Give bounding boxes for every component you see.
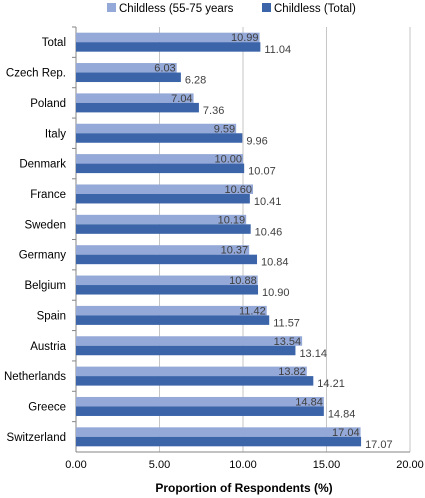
data-label-childless-total: 11.57 bbox=[273, 317, 300, 329]
legend-swatch-series-0 bbox=[107, 3, 116, 12]
bar-childless-55-75 bbox=[76, 32, 260, 43]
x-tick-label: 5.00 bbox=[149, 459, 170, 471]
data-label-childless-55-75: 13.54 bbox=[274, 336, 302, 348]
data-label-childless-55-75: 17.04 bbox=[332, 427, 360, 439]
x-tick-label: 0.00 bbox=[65, 459, 86, 471]
data-label-childless-total: 7.36 bbox=[203, 105, 224, 117]
bar-childless-total bbox=[76, 102, 199, 113]
x-tick-labels: 0.00 5.00 10.00 15.00 20.00 bbox=[65, 459, 423, 471]
bar-childless-total bbox=[76, 193, 250, 204]
bar-childless-55-75 bbox=[76, 275, 258, 286]
data-label-childless-total: 14.84 bbox=[328, 408, 356, 420]
data-label-childless-55-75: 11.42 bbox=[239, 305, 266, 317]
bar-childless-total bbox=[76, 254, 258, 265]
grid bbox=[72, 26, 411, 453]
bar-childless-total bbox=[76, 42, 261, 52]
data-label-childless-total: 10.41 bbox=[254, 196, 282, 208]
category-labels: Total Czech Rep. Poland Italy Denmark France S… bbox=[4, 37, 67, 444]
data-label-childless-total: 13.14 bbox=[299, 348, 327, 360]
data-label-childless-55-75: 10.60 bbox=[224, 184, 252, 196]
bar-childless-55-75 bbox=[76, 427, 361, 437]
bar-childless-total bbox=[76, 133, 243, 143]
data-label-childless-55-75: 10.19 bbox=[218, 214, 246, 226]
data-label-childless-total: 6.28 bbox=[185, 75, 206, 87]
bar-childless-55-75 bbox=[76, 93, 194, 103]
legend: Childless (55-75 years Childless (Total) bbox=[107, 3, 356, 15]
data-label-childless-55-75: 7.04 bbox=[171, 93, 192, 105]
bars: 10.99 11.04 6.03 6.28 7.04 7.36 9.59 9.96 10.00 1… bbox=[76, 32, 393, 451]
category-label: Czech Rep. bbox=[6, 68, 66, 80]
bar-childless-total bbox=[76, 376, 314, 386]
data-label-childless-total: 14.21 bbox=[317, 378, 345, 390]
bar-childless-55-75 bbox=[76, 214, 247, 225]
category-label: Netherlands bbox=[4, 371, 66, 383]
data-label-childless-total: 17.07 bbox=[365, 439, 393, 451]
bar-childless-55-75 bbox=[76, 123, 237, 134]
data-label-childless-total: 10.84 bbox=[261, 257, 289, 269]
data-label-childless-55-75: 6.03 bbox=[154, 63, 175, 75]
x-axis-title: Proportion of Respondents (%) bbox=[155, 481, 332, 495]
category-label: Greece bbox=[28, 401, 66, 413]
x-tick-label: 15.00 bbox=[313, 459, 341, 471]
category-label: Poland bbox=[30, 98, 66, 110]
legend-label-series-0: Childless (55-75 years bbox=[119, 3, 234, 15]
bar-childless-total bbox=[76, 224, 251, 234]
category-label: Sweden bbox=[24, 219, 66, 231]
bar-childless-total bbox=[76, 163, 245, 174]
category-label: Denmark bbox=[19, 159, 66, 171]
legend-label-series-1: Childless (Total) bbox=[274, 3, 356, 15]
legend-swatch-series-1 bbox=[262, 3, 271, 12]
bar-childless-55-75 bbox=[76, 396, 324, 407]
data-label-childless-total: 10.90 bbox=[262, 287, 290, 299]
bar-childless-total bbox=[76, 315, 270, 325]
data-label-childless-total: 10.07 bbox=[248, 166, 276, 178]
x-tick-label: 20.00 bbox=[396, 459, 424, 471]
category-label: Total bbox=[42, 37, 66, 49]
category-label: Italy bbox=[45, 128, 66, 140]
bar-childless-55-75 bbox=[76, 154, 243, 164]
bar-childless-total bbox=[76, 285, 259, 295]
data-label-childless-55-75: 10.88 bbox=[229, 275, 257, 287]
bar-childless-55-75 bbox=[76, 336, 303, 346]
data-label-childless-total: 11.04 bbox=[264, 44, 291, 56]
category-label: Austria bbox=[30, 341, 66, 353]
category-label: Germany bbox=[19, 250, 67, 262]
category-label: Switzerland bbox=[7, 432, 66, 444]
bar-childless-55-75 bbox=[76, 245, 250, 255]
data-label-childless-55-75: 13.82 bbox=[278, 366, 306, 378]
category-label: France bbox=[30, 189, 66, 201]
bar-childless-55-75 bbox=[76, 305, 267, 316]
bar-childless-55-75 bbox=[76, 366, 307, 377]
data-label-childless-total: 9.96 bbox=[246, 135, 267, 147]
data-label-childless-55-75: 10.99 bbox=[231, 32, 259, 44]
category-label: Spain bbox=[37, 310, 66, 322]
bar-childless-total bbox=[76, 436, 362, 447]
bar-childless-55-75 bbox=[76, 184, 254, 194]
bar-childless-total bbox=[76, 345, 296, 356]
bar-childless-55-75 bbox=[76, 63, 177, 73]
x-tick-label: 10.00 bbox=[229, 459, 257, 471]
data-label-childless-55-75: 10.00 bbox=[214, 154, 242, 166]
bar-childless-total bbox=[76, 406, 324, 416]
bar-childless-total bbox=[76, 72, 181, 83]
data-label-childless-55-75: 14.84 bbox=[295, 396, 323, 408]
data-label-childless-total: 10.46 bbox=[255, 226, 283, 238]
data-label-childless-55-75: 10.37 bbox=[221, 245, 249, 257]
category-label: Belgium bbox=[24, 280, 66, 292]
data-label-childless-55-75: 9.59 bbox=[214, 123, 235, 135]
